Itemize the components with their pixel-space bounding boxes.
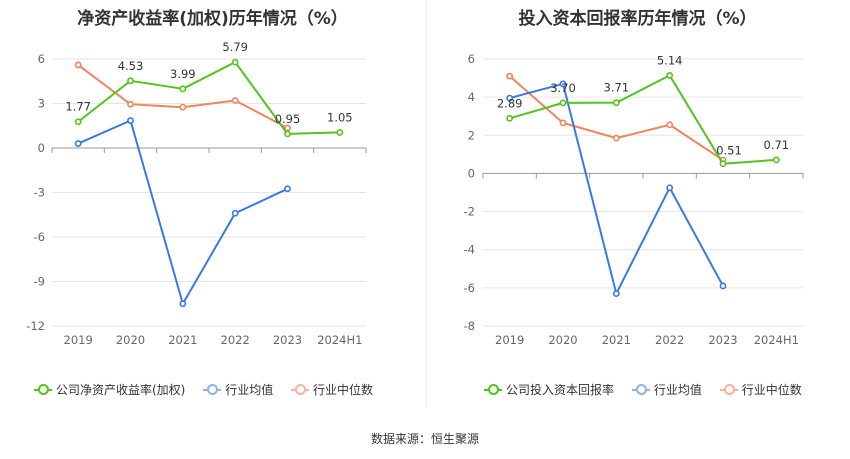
- roic-line-chart: 6 4 2 0 -2 -4 -6 -8 2019 2020 2021 2022 2023 2024H1 2.…: [464, 52, 804, 347]
- legend-marker-avg: [631, 383, 650, 395]
- data-point-avg[interactable]: [231, 209, 239, 217]
- data-point-avg[interactable]: [506, 94, 514, 102]
- data-point-avg[interactable]: [612, 290, 620, 297]
- data-point-company[interactable]: [231, 58, 239, 66]
- x-tick-label: 2024H1: [754, 333, 799, 347]
- data-point-avg[interactable]: [666, 184, 674, 192]
- legend-label-median: 行业中位数: [313, 383, 374, 397]
- data-point-company[interactable]: [612, 99, 620, 107]
- series-line-company: [77, 61, 340, 135]
- y-tick-label: 0: [38, 141, 45, 155]
- x-tick-label: 2022: [221, 333, 250, 347]
- x-tick-label: 2023: [708, 333, 737, 347]
- data-point-company[interactable]: [506, 114, 514, 122]
- data-label: 4.53: [118, 59, 144, 73]
- x-tick-label: 2023: [273, 333, 302, 347]
- legend-marker-company: [34, 383, 52, 395]
- data-point-median[interactable]: [127, 100, 134, 108]
- panel-divider: [426, 0, 427, 408]
- data-point-avg[interactable]: [559, 80, 567, 88]
- y-tick-label: -12: [26, 319, 45, 333]
- data-label: 0.51: [716, 144, 742, 158]
- roe-line-chart: 6 3 0 -3 -6 -9 -12 2019 2020 2021 2022 2023 2024H1 1.…: [26, 40, 367, 347]
- data-label: 2.89: [497, 96, 523, 110]
- data-point-company[interactable]: [666, 72, 674, 79]
- data-label: 5.79: [222, 40, 248, 54]
- y-tick-label: -9: [34, 275, 45, 289]
- y-tick-label: 4: [468, 90, 475, 104]
- data-label: 3.99: [170, 67, 196, 81]
- data-label: 0.95: [275, 112, 301, 126]
- data-point-avg[interactable]: [719, 282, 727, 290]
- legend-marker-median: [719, 383, 738, 395]
- data-point-company[interactable]: [336, 129, 344, 136]
- left-legend: 公司净资产收益率(加权) 行业均值 行业中位数: [34, 381, 387, 398]
- y-tick-label: 3: [38, 97, 45, 111]
- data-label: 1.05: [327, 110, 353, 124]
- data-point-avg[interactable]: [284, 185, 291, 193]
- data-point-company[interactable]: [179, 85, 187, 93]
- data-point-company[interactable]: [284, 130, 291, 138]
- data-point-median[interactable]: [666, 121, 674, 129]
- x-tick-label: 2019: [495, 333, 524, 347]
- x-tick-label: 2021: [168, 333, 197, 347]
- x-tick-label: 2022: [655, 333, 684, 347]
- legend-label-avg: 行业均值: [653, 383, 702, 397]
- legend-label-company: 公司净资产收益率(加权): [56, 383, 186, 397]
- legend-item-company[interactable]: 公司净资产收益率(加权): [34, 381, 185, 398]
- data-label: 3.70: [550, 81, 576, 95]
- right-chart-title: 投入资本回报率历年情况（%）: [518, 9, 757, 29]
- data-point-median[interactable]: [74, 61, 82, 69]
- x-tick-label: 2021: [602, 333, 631, 347]
- data-point-median[interactable]: [179, 103, 187, 111]
- x-tick-label: 2019: [64, 333, 93, 347]
- y-tick-label: -6: [464, 281, 475, 295]
- data-label: 3.71: [604, 81, 630, 95]
- x-tick-label: 2020: [548, 333, 577, 347]
- legend-item-median[interactable]: 行业中位数: [719, 381, 802, 398]
- left-chart-title: 净资产收益率(加权)历年情况（%）: [77, 9, 348, 29]
- y-tick-label: -2: [464, 205, 475, 219]
- data-label: 0.71: [764, 138, 790, 152]
- y-tick-label: 0: [468, 166, 475, 180]
- data-point-company[interactable]: [559, 99, 567, 107]
- y-tick-label: -4: [464, 243, 475, 257]
- y-tick-label: 6: [38, 52, 45, 66]
- data-point-median[interactable]: [506, 72, 514, 80]
- x-tick-label: 2024H1: [317, 333, 362, 347]
- data-source-note: 数据来源：恒生聚源: [370, 432, 479, 446]
- legend-marker-avg: [203, 383, 222, 395]
- data-point-median[interactable]: [231, 97, 239, 104]
- data-point-avg[interactable]: [127, 117, 134, 124]
- legend-item-company[interactable]: 公司投入资本回报率: [484, 381, 614, 398]
- data-point-company[interactable]: [719, 160, 727, 168]
- data-point-avg[interactable]: [179, 300, 187, 308]
- data-point-median[interactable]: [559, 119, 567, 127]
- series-line-avg: [509, 82, 724, 295]
- data-label: 1.77: [65, 100, 91, 114]
- legend-item-avg[interactable]: 行业均值: [631, 381, 702, 398]
- y-tick-label: 2: [468, 128, 475, 142]
- legend-label-avg: 行业均值: [225, 383, 274, 397]
- data-label: 5.14: [657, 53, 683, 67]
- legend-marker-company: [484, 383, 502, 395]
- y-tick-label: -3: [34, 186, 45, 200]
- legend-marker-median: [291, 383, 310, 395]
- x-tick-label: 2020: [116, 333, 145, 347]
- data-point-median[interactable]: [612, 134, 620, 142]
- legend-item-avg[interactable]: 行业均值: [203, 381, 273, 398]
- data-point-avg[interactable]: [74, 140, 82, 147]
- data-point-company[interactable]: [74, 118, 82, 126]
- right-legend: 公司投入资本回报率 行业均值 行业中位数: [484, 381, 816, 398]
- series-line-company: [509, 74, 777, 165]
- data-point-company[interactable]: [772, 156, 780, 164]
- legend-label-median: 行业中位数: [741, 383, 802, 397]
- y-tick-label: 6: [468, 52, 475, 66]
- y-tick-label: -6: [34, 230, 45, 244]
- y-tick-label: -8: [464, 319, 475, 333]
- legend-label-company: 公司投入资本回报率: [506, 383, 615, 397]
- data-point-company[interactable]: [127, 77, 134, 85]
- legend-item-median[interactable]: 行业中位数: [291, 381, 373, 398]
